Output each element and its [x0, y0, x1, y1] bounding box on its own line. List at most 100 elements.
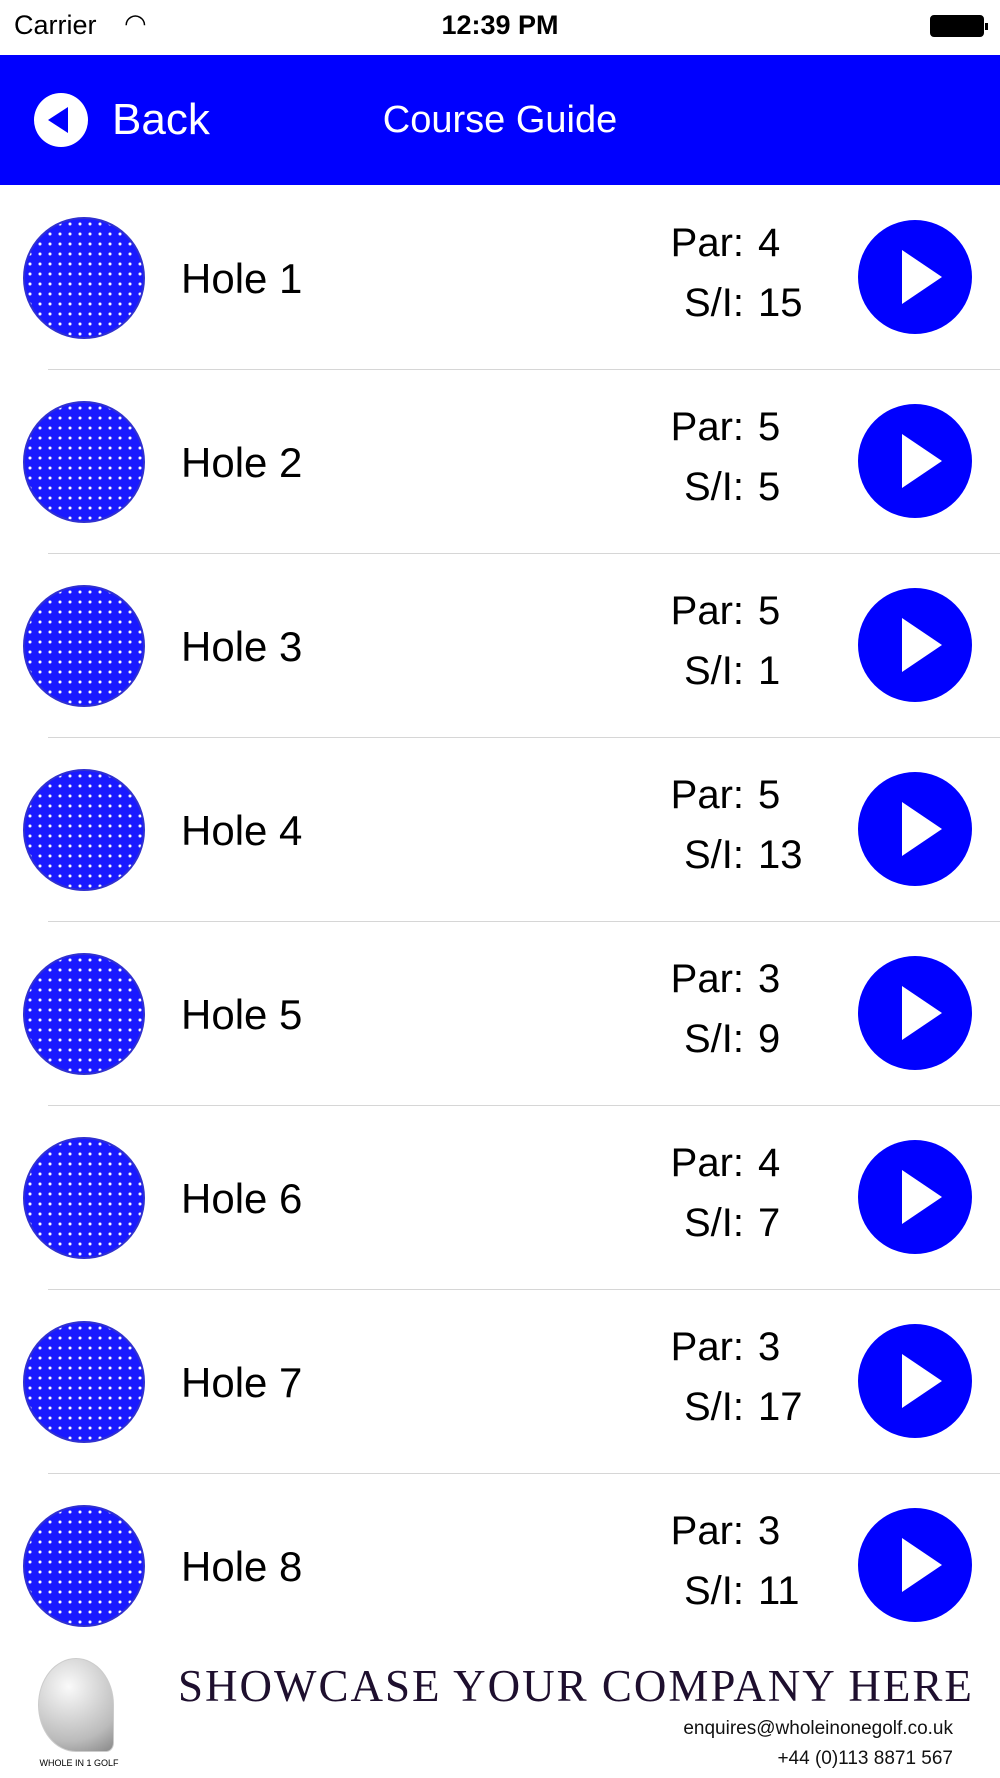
par-info: Par: 5 — [671, 773, 808, 818]
golf-ball-icon — [23, 401, 145, 523]
par-info: Par: 3 — [671, 1325, 808, 1370]
si-label: S/I: — [683, 649, 744, 693]
stroke-index-info: S/I: 5 — [684, 465, 808, 510]
golf-ball-icon — [23, 1321, 145, 1443]
si-label: S/I: — [683, 281, 744, 325]
back-button[interactable]: Back — [34, 93, 210, 147]
par-label: Par: — [670, 1509, 744, 1553]
play-button[interactable] — [858, 588, 972, 702]
par-label: Par: — [670, 589, 744, 633]
si-value: 1 — [758, 649, 781, 693]
par-value: 5 — [758, 773, 781, 817]
par-info: Par: 5 — [671, 589, 808, 634]
si-label: S/I: — [683, 1569, 744, 1613]
banner-email[interactable]: enquires@wholeinonegolf.co.uk — [683, 1718, 953, 1739]
golf-ball-icon — [23, 585, 145, 707]
play-button[interactable] — [858, 956, 972, 1070]
row-divider — [48, 1289, 1000, 1290]
hole-name: Hole 7 — [181, 1359, 303, 1406]
si-value: 9 — [758, 1017, 781, 1061]
stroke-index-info: S/I: 17 — [684, 1385, 808, 1430]
par-value: 5 — [758, 589, 781, 633]
page-title: Course Guide — [382, 99, 618, 141]
par-info: Par: 3 — [671, 1509, 808, 1554]
par-value: 4 — [758, 1141, 781, 1185]
si-value: 17 — [758, 1385, 803, 1429]
row-divider — [48, 1105, 1000, 1106]
si-label: S/I: — [683, 465, 744, 509]
banner-phone[interactable]: +44 (0)113 8871 567 — [777, 1748, 953, 1769]
row-divider — [48, 553, 1000, 554]
golf-ball-icon — [23, 1505, 145, 1627]
hole-name: Hole 1 — [181, 255, 303, 302]
si-value: 5 — [758, 465, 781, 509]
navigation-bar: Back Course Guide — [0, 55, 1000, 185]
si-label: S/I: — [683, 833, 744, 877]
back-label: Back — [112, 95, 210, 144]
stroke-index-info: S/I: 1 — [684, 649, 808, 694]
stroke-index-info: S/I: 11 — [684, 1569, 808, 1614]
si-value: 11 — [758, 1569, 800, 1613]
golf-ball-icon — [23, 953, 145, 1075]
hole-name: Hole 5 — [181, 991, 303, 1038]
wifi-icon: ◠ — [124, 8, 147, 38]
stroke-index-info: S/I: 13 — [684, 833, 808, 878]
hole-row[interactable]: Hole 4 Par: 5 S/I: 13 — [0, 737, 1000, 922]
stroke-index-info: S/I: 7 — [684, 1201, 808, 1246]
row-divider — [48, 1473, 1000, 1474]
play-button[interactable] — [858, 404, 972, 518]
par-info: Par: 5 — [671, 405, 808, 450]
logo-text: WHOLE IN 1 GOLF — [39, 1758, 119, 1768]
row-divider — [48, 369, 1000, 370]
status-bar: Carrier ◠ 12:39 PM — [0, 0, 1000, 55]
hole-row[interactable]: Hole 6 Par: 4 S/I: 7 — [0, 1105, 1000, 1290]
play-button[interactable] — [858, 772, 972, 886]
hole-row[interactable]: Hole 3 Par: 5 S/I: 1 — [0, 553, 1000, 738]
hole-name: Hole 8 — [181, 1543, 303, 1590]
par-label: Par: — [670, 1325, 744, 1369]
si-label: S/I: — [683, 1201, 744, 1245]
par-info: Par: 4 — [671, 221, 808, 266]
status-time: 12:39 PM — [441, 10, 559, 40]
play-button[interactable] — [858, 1324, 972, 1438]
back-arrow-icon — [34, 93, 88, 147]
hole-row[interactable]: Hole 8 Par: 3 S/I: 11 — [0, 1473, 1000, 1658]
carrier-label: Carrier — [14, 10, 97, 40]
si-label: S/I: — [683, 1017, 744, 1061]
golf-ball-logo-icon — [38, 1658, 114, 1752]
par-value: 3 — [758, 1325, 781, 1369]
par-value: 3 — [758, 1509, 781, 1553]
stroke-index-info: S/I: 9 — [684, 1017, 808, 1062]
hole-row[interactable]: Hole 7 Par: 3 S/I: 17 — [0, 1289, 1000, 1474]
par-value: 5 — [758, 405, 781, 449]
hole-name: Hole 4 — [181, 807, 303, 854]
hole-row[interactable]: Hole 1 Par: 4 S/I: 15 — [0, 185, 1000, 370]
play-button[interactable] — [858, 1140, 972, 1254]
si-value: 7 — [758, 1201, 781, 1245]
par-label: Par: — [670, 405, 744, 449]
hole-row[interactable]: Hole 2 Par: 5 S/I: 5 — [0, 369, 1000, 554]
par-label: Par: — [670, 1141, 744, 1185]
si-value: 15 — [758, 281, 803, 325]
si-label: S/I: — [683, 1385, 744, 1429]
par-label: Par: — [670, 957, 744, 1001]
sponsor-banner[interactable]: WHOLE IN 1 GOLF SHOWCASE YOUR COMPANY HE… — [0, 1640, 1000, 1778]
play-button[interactable] — [858, 220, 972, 334]
hole-name: Hole 6 — [181, 1175, 303, 1222]
hole-name: Hole 2 — [181, 439, 303, 486]
par-info: Par: 4 — [671, 1141, 808, 1186]
play-button[interactable] — [858, 1508, 972, 1622]
hole-name: Hole 3 — [181, 623, 303, 670]
par-label: Par: — [670, 221, 744, 265]
row-divider — [48, 737, 1000, 738]
banner-headline: SHOWCASE YOUR COMPANY HERE — [178, 1661, 974, 1711]
golf-ball-icon — [23, 1137, 145, 1259]
si-value: 13 — [758, 833, 803, 877]
par-value: 4 — [758, 221, 781, 265]
golf-ball-icon — [23, 769, 145, 891]
hole-list: Hole 1 Par: 4 S/I: 15 Hole 2 Par: 5 S/I: 5 H… — [0, 185, 1000, 1658]
row-divider — [48, 921, 1000, 922]
hole-row[interactable]: Hole 5 Par: 3 S/I: 9 — [0, 921, 1000, 1106]
company-logo: WHOLE IN 1 GOLF — [32, 1658, 126, 1776]
golf-ball-icon — [23, 217, 145, 339]
